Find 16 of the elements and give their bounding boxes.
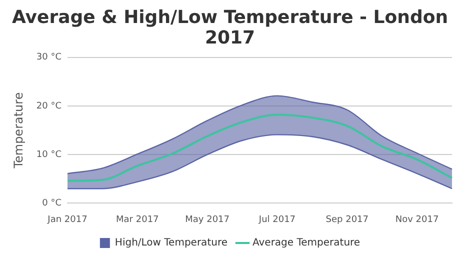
y-tick-label: 10 °C xyxy=(36,150,62,160)
x-tick-label: Jan 2017 xyxy=(46,214,88,225)
chart-title: Average & High/Low Temperature - London 2017 xyxy=(12,7,448,49)
line-series xyxy=(66,114,453,182)
legend-label: Average Temperature xyxy=(252,238,360,249)
x-tick-label: Nov 2017 xyxy=(395,214,439,225)
x-tick-label: Jul 2017 xyxy=(258,214,296,225)
x-tick-label: May 2017 xyxy=(185,214,230,225)
x-tick-label: Mar 2017 xyxy=(116,214,159,225)
y-tick-label: 30 °C xyxy=(36,52,62,63)
line-series xyxy=(66,134,453,190)
x-tick-label: Sep 2017 xyxy=(326,214,369,225)
y-tick-label: 20 °C xyxy=(36,101,62,112)
legend-label: High/Low Temperature xyxy=(114,238,228,249)
y-axis-title: Temperature xyxy=(11,92,26,170)
y-tick-label: 0 °C xyxy=(42,198,62,209)
